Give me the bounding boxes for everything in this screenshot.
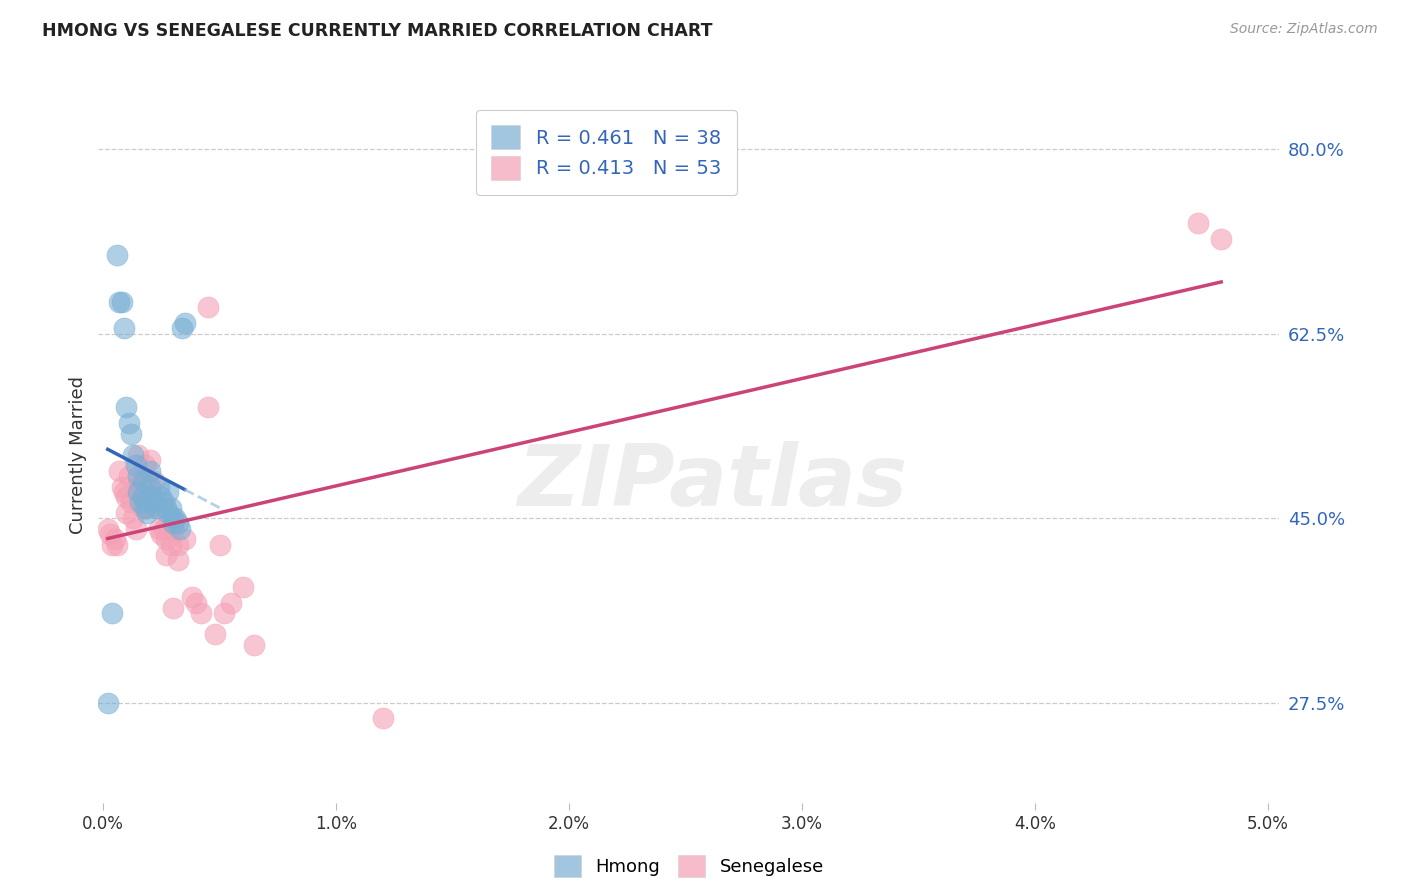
Point bbox=[166, 516, 188, 531]
Point bbox=[115, 506, 138, 520]
Point bbox=[159, 537, 181, 551]
Point bbox=[122, 448, 145, 462]
Point bbox=[145, 500, 167, 515]
Point bbox=[131, 475, 153, 489]
Point bbox=[134, 495, 156, 509]
Point bbox=[120, 426, 142, 441]
Point bbox=[131, 490, 153, 504]
Text: Source: ZipAtlas.com: Source: ZipAtlas.com bbox=[1230, 22, 1378, 37]
Point bbox=[122, 511, 145, 525]
Point bbox=[145, 500, 167, 515]
Point bbox=[111, 479, 134, 493]
Point bbox=[138, 479, 160, 493]
Point bbox=[180, 591, 202, 605]
Point bbox=[204, 627, 226, 641]
Point bbox=[169, 522, 191, 536]
Point bbox=[129, 479, 152, 493]
Point bbox=[197, 301, 219, 315]
Point bbox=[105, 537, 128, 551]
Point bbox=[173, 533, 195, 547]
Point bbox=[1187, 216, 1209, 230]
Point bbox=[134, 458, 156, 473]
Point bbox=[155, 548, 177, 562]
Point bbox=[166, 537, 188, 551]
Point bbox=[134, 475, 156, 489]
Point bbox=[212, 606, 235, 620]
Point bbox=[152, 495, 174, 509]
Point bbox=[97, 522, 120, 536]
Point bbox=[125, 458, 148, 473]
Point bbox=[166, 553, 188, 567]
Point bbox=[111, 295, 134, 310]
Point bbox=[136, 506, 159, 520]
Point bbox=[105, 247, 128, 261]
Point bbox=[108, 295, 131, 310]
Point bbox=[138, 479, 160, 493]
Point bbox=[162, 600, 184, 615]
Point bbox=[190, 606, 212, 620]
Point bbox=[157, 516, 180, 531]
Point bbox=[127, 448, 149, 462]
Point bbox=[138, 453, 160, 467]
Point bbox=[138, 464, 160, 478]
Point bbox=[112, 484, 135, 499]
Point bbox=[118, 469, 141, 483]
Text: ZIPatlas: ZIPatlas bbox=[517, 442, 908, 524]
Point bbox=[101, 606, 124, 620]
Point bbox=[162, 522, 184, 536]
Point bbox=[165, 511, 187, 525]
Point bbox=[101, 537, 124, 551]
Point bbox=[129, 495, 152, 509]
Point bbox=[115, 490, 138, 504]
Point bbox=[143, 475, 166, 489]
Point bbox=[371, 711, 394, 725]
Point bbox=[120, 495, 142, 509]
Point bbox=[157, 484, 180, 499]
Point bbox=[1211, 232, 1233, 246]
Point bbox=[157, 506, 180, 520]
Point bbox=[115, 401, 138, 415]
Text: HMONG VS SENEGALESE CURRENTLY MARRIED CORRELATION CHART: HMONG VS SENEGALESE CURRENTLY MARRIED CO… bbox=[42, 22, 713, 40]
Point bbox=[125, 522, 148, 536]
Point bbox=[127, 469, 149, 483]
Point bbox=[108, 464, 131, 478]
Point bbox=[232, 580, 254, 594]
Point bbox=[98, 527, 121, 541]
Point bbox=[155, 533, 177, 547]
Point bbox=[197, 401, 219, 415]
Point bbox=[173, 316, 195, 330]
Point bbox=[150, 527, 173, 541]
Point bbox=[131, 500, 153, 515]
Point bbox=[159, 500, 181, 515]
Point bbox=[152, 522, 174, 536]
Point bbox=[127, 484, 149, 499]
Point bbox=[155, 500, 177, 515]
Point bbox=[208, 537, 231, 551]
Point bbox=[97, 696, 120, 710]
Point bbox=[141, 490, 163, 504]
Point bbox=[186, 595, 208, 609]
Point bbox=[104, 533, 127, 547]
Point bbox=[219, 595, 242, 609]
Point bbox=[162, 511, 184, 525]
Point bbox=[136, 500, 159, 515]
Point bbox=[150, 490, 173, 504]
Point bbox=[134, 500, 156, 515]
Point bbox=[148, 522, 170, 536]
Point bbox=[143, 495, 166, 509]
Y-axis label: Currently Married: Currently Married bbox=[69, 376, 87, 534]
Point bbox=[131, 484, 153, 499]
Legend: Hmong, Senegalese: Hmong, Senegalese bbox=[547, 847, 831, 884]
Point bbox=[172, 321, 194, 335]
Point bbox=[243, 638, 266, 652]
Point bbox=[162, 516, 184, 531]
Point bbox=[127, 475, 149, 489]
Point bbox=[148, 479, 170, 493]
Point bbox=[112, 321, 135, 335]
Point bbox=[118, 417, 141, 431]
Point bbox=[141, 495, 163, 509]
